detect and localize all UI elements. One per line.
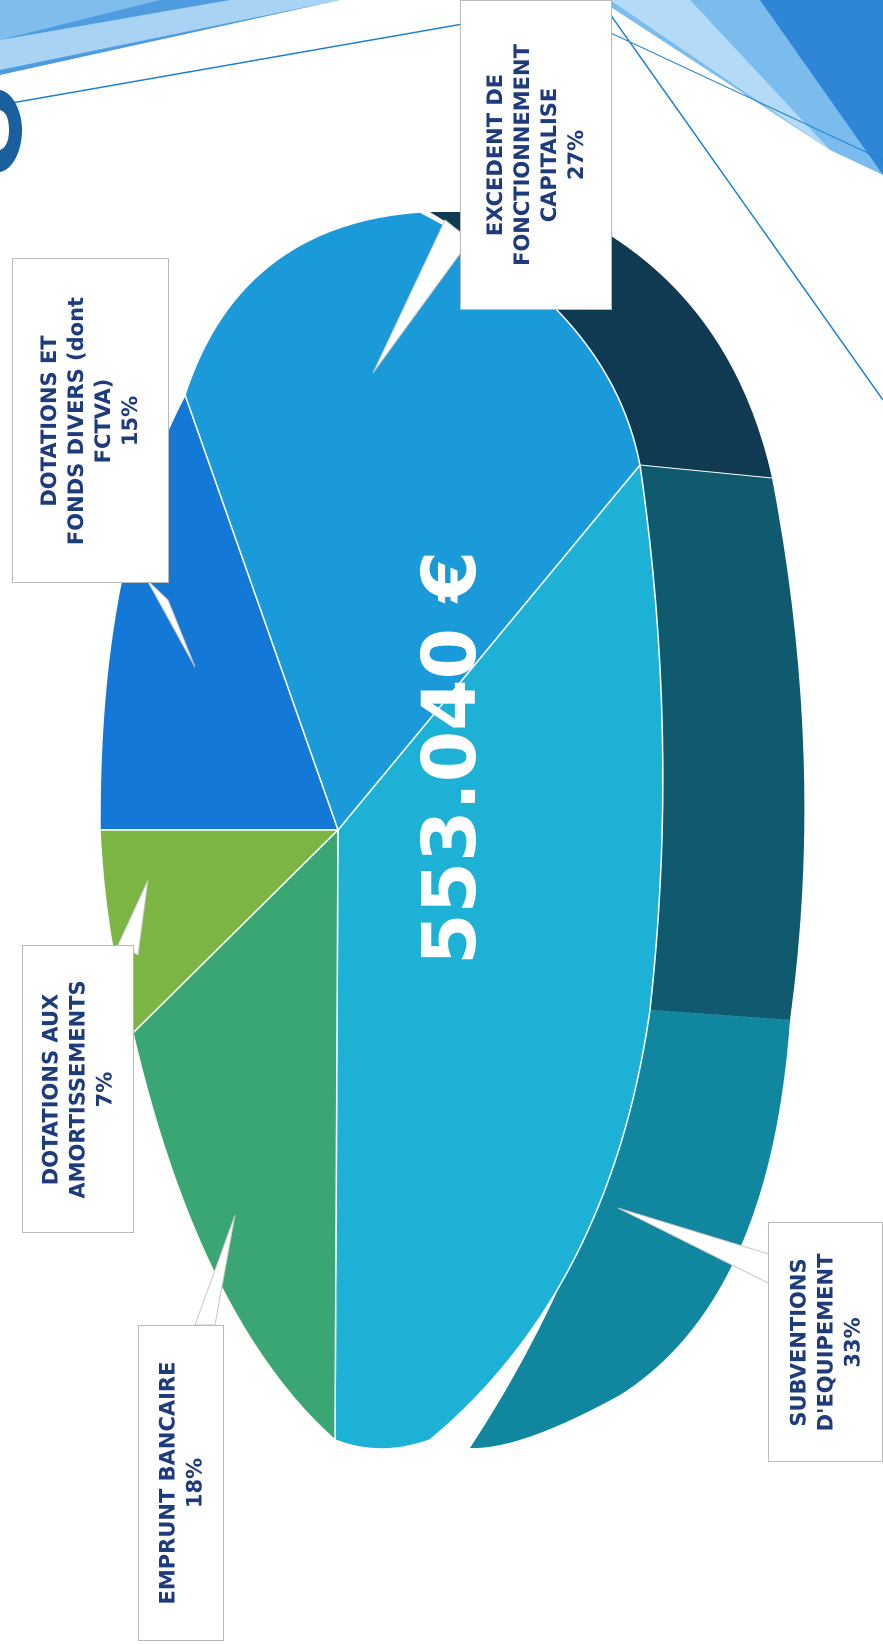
label-excedent-line-2: FONCTIONNEMENT <box>510 44 534 266</box>
label-excedent-line-3: CAPITALISE <box>537 87 561 223</box>
pointer-excedent <box>372 219 471 374</box>
total-amount: 553.040 € <box>407 550 493 965</box>
callout-dotations-amortissements: DOTATIONS AUX AMORTISSEMENTS 7% <box>22 945 134 1233</box>
label-subventions-line-2: D'EQUIPEMENT <box>813 1253 837 1431</box>
label-dotations-fonds-line-1: DOTATIONS ET <box>37 334 62 507</box>
label-dotations-fonds-line-3: FCTVA) <box>91 378 116 463</box>
callout-excedent: EXCEDENT DE FONCTIONNEMENT CAPITALISE 27… <box>460 0 612 310</box>
slice-excedent <box>184 211 641 832</box>
percent-emprunt: 18% <box>182 1457 206 1509</box>
decor-top-right <box>539 0 883 401</box>
percent-subventions: 33% <box>840 1316 864 1368</box>
label-dotations-fonds-line-2: FONDS DIVERS (dont <box>64 296 89 545</box>
label-excedent-line-1: EXCEDENT DE <box>483 73 507 237</box>
label-dotations-amortissements-line-1: DOTATIONS AUX <box>38 993 63 1185</box>
label-emprunt-line-1: EMPRUNT BANCAIRE <box>155 1361 179 1605</box>
callout-pointers <box>117 219 773 1326</box>
percent-dotations-amortissements: 7% <box>92 1071 117 1107</box>
percent-dotations-fonds: 15% <box>118 395 143 446</box>
decor-glyph <box>0 90 22 172</box>
pointer-dotations-fonds <box>146 579 196 668</box>
callout-subventions: SUBVENTIONS D'EQUIPEMENT 33% <box>768 1222 883 1462</box>
label-dotations-amortissements-line-2: AMORTISSEMENTS <box>65 979 90 1199</box>
pie-side <box>430 212 805 1449</box>
callout-dotations-fonds: DOTATIONS ET FONDS DIVERS (dont FCTVA) 1… <box>12 258 169 583</box>
slice-subventions <box>334 463 664 1450</box>
label-subventions-line-1: SUBVENTIONS <box>786 1257 810 1427</box>
percent-excedent: 27% <box>564 129 588 181</box>
callout-emprunt: EMPRUNT BANCAIRE 18% <box>138 1325 224 1641</box>
